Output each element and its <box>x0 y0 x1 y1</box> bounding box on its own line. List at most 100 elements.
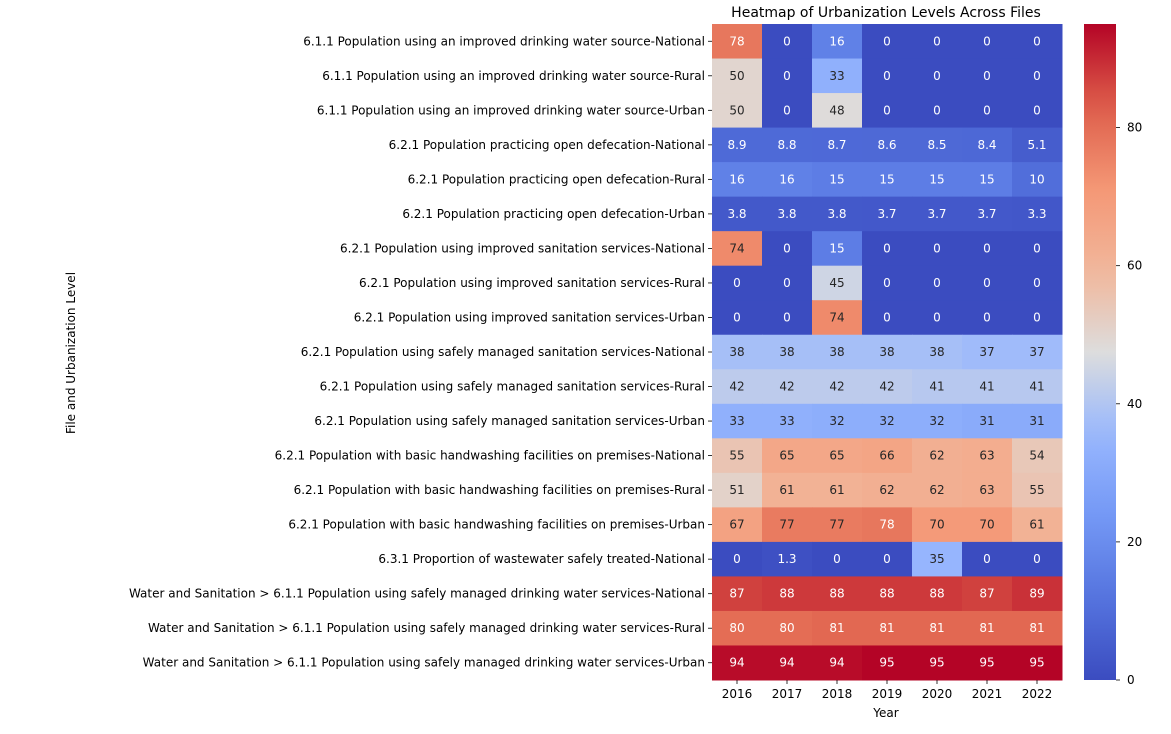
heatmap-cell <box>762 438 813 474</box>
heatmap-cell <box>862 127 913 163</box>
heatmap-cell <box>812 58 863 94</box>
cell-value-label: 45 <box>829 276 844 290</box>
cell-value-label: 81 <box>929 621 944 635</box>
cell-value-label: 0 <box>983 552 991 566</box>
cell-value-label: 0 <box>933 103 941 117</box>
cell-value-label: 0 <box>1033 310 1041 324</box>
cell-value-label: 38 <box>829 345 844 359</box>
cell-value-label: 5.1 <box>1027 138 1046 152</box>
cell-value-label: 0 <box>1033 276 1041 290</box>
y-tick-label: 6.1.1 Population using an improved drink… <box>303 34 705 48</box>
cell-value-label: 61 <box>779 483 794 497</box>
cell-value-label: 0 <box>983 69 991 83</box>
heatmap-cell <box>812 231 863 267</box>
cell-value-label: 80 <box>729 621 744 635</box>
cell-value-label: 33 <box>829 69 844 83</box>
cell-value-label: 0 <box>933 69 941 83</box>
cell-value-label: 38 <box>779 345 794 359</box>
heatmap-cell <box>712 645 763 681</box>
heatmap-cell <box>812 196 863 232</box>
heatmap-cell <box>762 58 813 94</box>
heatmap-cell <box>912 369 963 405</box>
cell-value-label: 55 <box>729 449 744 463</box>
cell-value-label: 65 <box>779 449 794 463</box>
y-tick-label: 6.2.1 Population practicing open defecat… <box>402 207 705 221</box>
cell-value-label: 0 <box>783 241 791 255</box>
heatmap-cell <box>962 196 1013 232</box>
cell-value-label: 0 <box>983 310 991 324</box>
heatmap-cell <box>912 610 963 646</box>
x-axis-label: Year <box>872 706 898 720</box>
cell-value-label: 37 <box>979 345 994 359</box>
heatmap-cell <box>962 93 1013 129</box>
y-tick-label: Water and Sanitation > 6.1.1 Population … <box>143 656 705 670</box>
heatmap-cell <box>912 300 963 336</box>
cell-value-label: 8.8 <box>777 138 796 152</box>
cell-value-label: 41 <box>1029 380 1044 394</box>
heatmap-cell <box>912 472 963 508</box>
heatmap-cell <box>912 58 963 94</box>
heatmap-cell <box>862 196 913 232</box>
cell-value-label: 0 <box>933 34 941 48</box>
cell-value-label: 0 <box>1033 103 1041 117</box>
cell-value-label: 62 <box>879 483 894 497</box>
cell-value-label: 8.5 <box>927 138 946 152</box>
heatmap-cell <box>762 403 813 439</box>
cell-value-label: 0 <box>733 552 741 566</box>
heatmap-cell <box>812 507 863 543</box>
heatmap-cell <box>762 162 813 198</box>
heatmap-cell <box>1012 196 1063 232</box>
x-tick-label: 2018 <box>822 687 853 701</box>
cell-value-label: 0 <box>1033 241 1041 255</box>
heatmap-cell <box>712 127 763 163</box>
cell-value-label: 0 <box>733 276 741 290</box>
heatmap-cell <box>862 403 913 439</box>
cell-value-label: 33 <box>779 414 794 428</box>
heatmap-cell <box>962 127 1013 163</box>
heatmap-cell <box>862 576 913 612</box>
heatmap-cell <box>912 334 963 370</box>
heatmap-cell <box>862 610 913 646</box>
y-tick-label: 6.2.1 Population using safely managed sa… <box>314 414 705 428</box>
cell-value-label: 50 <box>729 69 744 83</box>
cell-value-label: 0 <box>783 103 791 117</box>
heatmap-cell <box>1012 403 1063 439</box>
heatmap-cell <box>812 127 863 163</box>
cell-value-label: 3.7 <box>877 207 896 221</box>
cell-value-label: 3.8 <box>827 207 846 221</box>
cell-value-label: 55 <box>1029 483 1044 497</box>
heatmap-cell <box>912 162 963 198</box>
colorbar-tick-label: 20 <box>1127 535 1142 549</box>
heatmap-cell <box>962 541 1013 577</box>
heatmap-cell <box>762 300 813 336</box>
chart-title: Heatmap of Urbanization Levels Across Fi… <box>731 5 1041 21</box>
heatmap-cell <box>962 472 1013 508</box>
heatmap-cell <box>812 403 863 439</box>
heatmap-cell <box>862 265 913 301</box>
cell-value-label: 48 <box>829 103 844 117</box>
cell-value-label: 74 <box>729 241 744 255</box>
cell-value-label: 70 <box>929 518 944 532</box>
cell-value-label: 88 <box>879 587 894 601</box>
y-tick-label: 6.2.1 Population using improved sanitati… <box>354 310 705 324</box>
cell-value-label: 78 <box>729 34 744 48</box>
heatmap-cell <box>712 472 763 508</box>
heatmap-cell <box>1012 231 1063 267</box>
heatmap-cell <box>1012 438 1063 474</box>
heatmap-cell <box>912 576 963 612</box>
cell-value-label: 95 <box>929 656 944 670</box>
cell-value-label: 94 <box>729 656 744 670</box>
cell-value-label: 81 <box>879 621 894 635</box>
y-tick-label: 6.1.1 Population using an improved drink… <box>322 69 705 83</box>
heatmap-cell <box>912 541 963 577</box>
cell-value-label: 41 <box>929 380 944 394</box>
cell-value-label: 1.3 <box>777 552 796 566</box>
heatmap-cell <box>762 24 813 60</box>
heatmap-cell <box>812 93 863 129</box>
cell-value-label: 0 <box>883 103 891 117</box>
heatmap-cell <box>912 24 963 60</box>
cell-value-label: 37 <box>1029 345 1044 359</box>
heatmap-cell <box>762 576 813 612</box>
heatmap-cell <box>862 93 913 129</box>
cell-value-label: 62 <box>929 483 944 497</box>
